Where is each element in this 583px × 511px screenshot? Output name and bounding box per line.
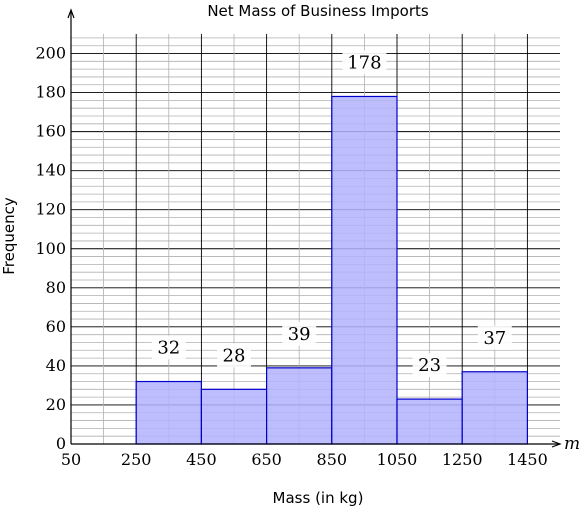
histogram-bar: [461, 371, 529, 445]
data-label-bg: [217, 343, 251, 368]
data-label: 37: [483, 328, 506, 349]
histogram-bar: [266, 367, 333, 445]
histogram-bar: [396, 398, 463, 445]
histogram-bar: [331, 95, 398, 445]
y-tick-label: 0: [56, 434, 66, 453]
data-label: 23: [418, 355, 441, 376]
data-label: 178: [347, 52, 381, 73]
x-tick-label: 1050: [377, 450, 418, 469]
x-tick-label: 1450: [507, 450, 548, 469]
y-axis-label: Frequency: [0, 197, 18, 275]
y-tick-label: 80: [46, 278, 66, 297]
y-tick-label: 120: [35, 200, 66, 219]
data-label: 32: [157, 338, 180, 359]
x-axis-variable: m: [564, 434, 580, 454]
y-tick-label: 140: [35, 161, 66, 180]
data-label-bg: [151, 335, 186, 360]
data-label-bg: [477, 325, 512, 350]
y-tick-label: 100: [35, 239, 66, 258]
x-tick-labels: 50 250 450 650 850 1050 1250 1450: [61, 450, 548, 469]
y-axis-arrow: [67, 8, 75, 19]
y-tick-label: 200: [35, 44, 66, 63]
x-tick-label: 650: [251, 450, 282, 469]
y-tick-label: 180: [35, 83, 66, 102]
data-label-bg: [282, 321, 317, 346]
bars: [135, 95, 529, 445]
x-tick-label: 850: [317, 450, 348, 469]
x-tick-label: 50: [61, 450, 81, 469]
x-tick-label: 250: [121, 450, 152, 469]
x-axis-label: Mass (in kg): [273, 489, 364, 507]
histogram-bar: [200, 388, 268, 445]
chart-title: Net Mass of Business Imports: [207, 2, 429, 20]
data-label: 39: [288, 324, 311, 345]
y-tick-label: 60: [46, 317, 66, 336]
y-tick-label: 160: [35, 122, 66, 141]
data-label-bg: [342, 50, 387, 75]
data-label: 28: [223, 345, 246, 366]
y-tick-labels: 0 20 40 60 80 100 120 140 160 180 200: [35, 44, 66, 453]
data-labels: 32 28 39 178 23 37: [151, 50, 512, 378]
x-axis-arrow: [551, 440, 562, 448]
data-label-bg: [412, 353, 447, 378]
histogram-bar: [135, 380, 202, 445]
y-tick-label: 40: [46, 356, 66, 375]
x-tick-label: 1250: [442, 450, 483, 469]
y-tick-label: 20: [46, 395, 66, 414]
axes: [67, 8, 562, 448]
x-tick-label: 450: [186, 450, 217, 469]
